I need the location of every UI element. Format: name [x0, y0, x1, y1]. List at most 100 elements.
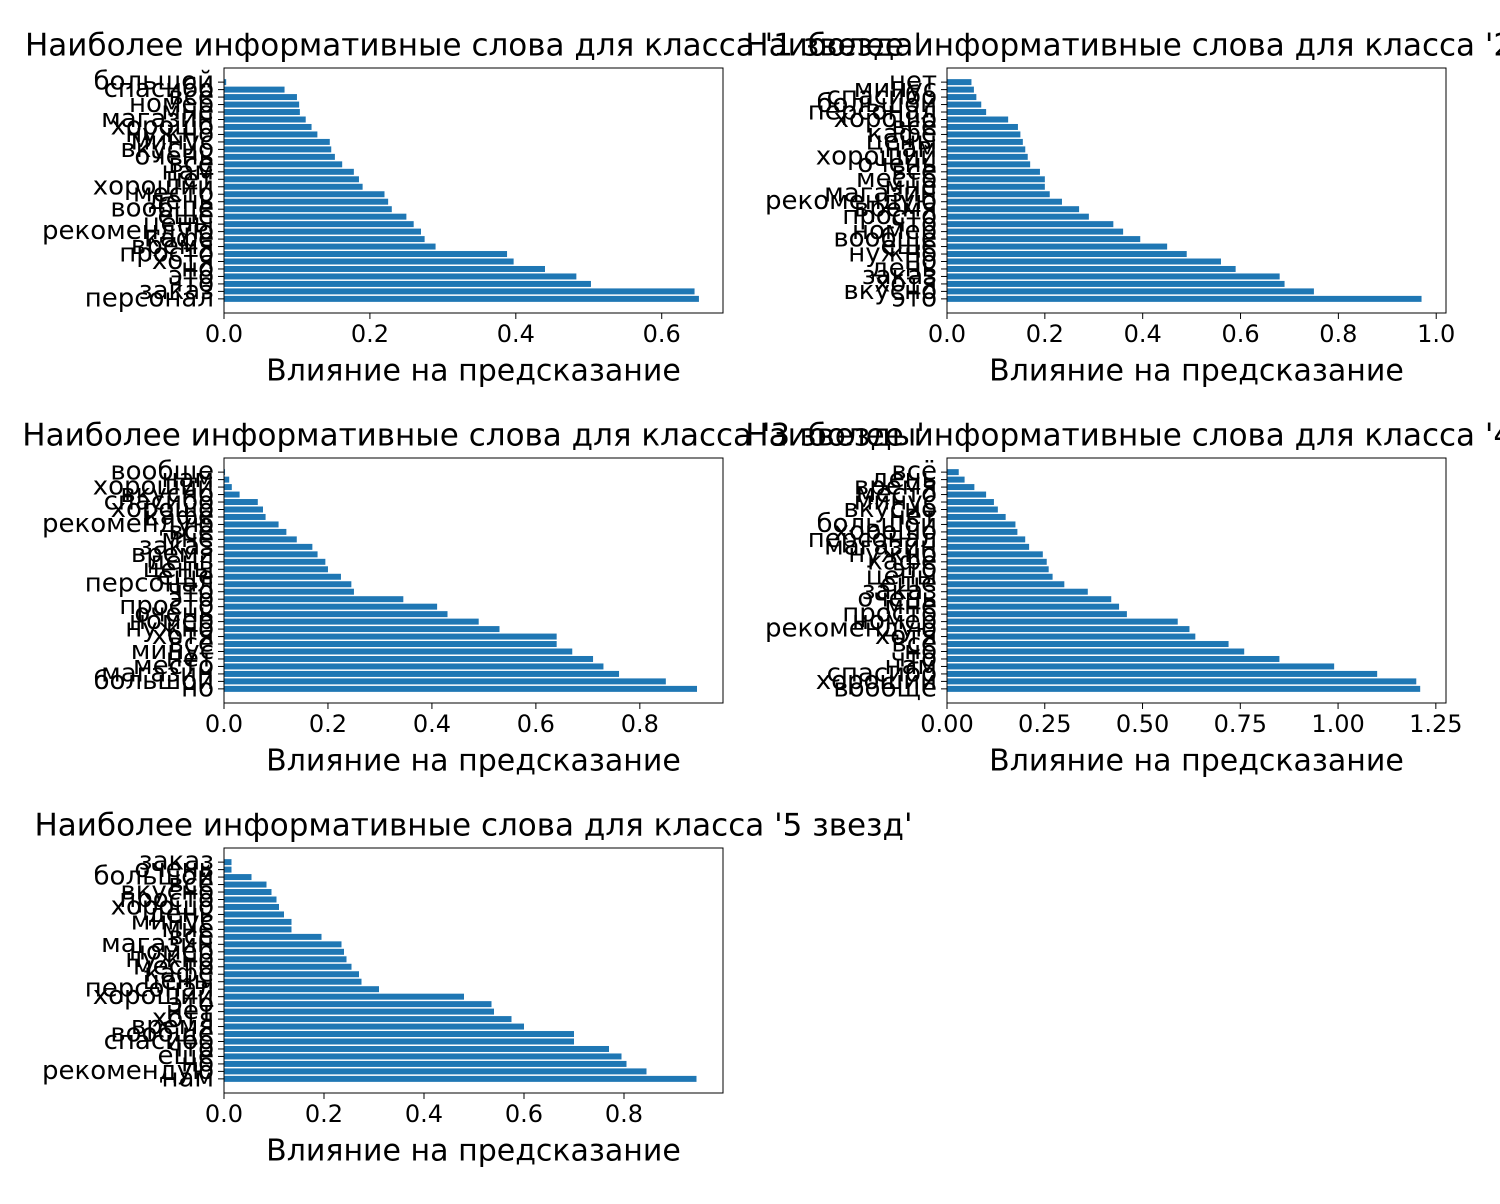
bar — [224, 491, 240, 498]
chart-title: Наиболее информативные слова для класса … — [35, 808, 913, 844]
x-tick-label: 0.6 — [517, 710, 555, 738]
y-tick-label: вообще — [833, 224, 937, 254]
x-tick-label: 0.2 — [305, 1100, 343, 1128]
subplot: нобольшоймагазинместонетминусвсехотянужн… — [22, 418, 924, 779]
axes-frame — [223, 457, 724, 704]
x-tick-label: 0.6 — [1221, 320, 1259, 348]
bar — [224, 670, 620, 677]
chart-title: Наиболее информативные слова для класса … — [745, 28, 1500, 64]
x-axis-label: Влияние на предсказание — [266, 744, 681, 779]
bar — [224, 956, 347, 963]
axes-frame — [946, 457, 1447, 704]
bar — [947, 469, 959, 476]
y-tick-label: хорошо — [834, 104, 937, 134]
bar — [947, 506, 998, 513]
y-tick-label: хороший — [816, 666, 937, 696]
axes-frame — [223, 847, 724, 1094]
y-tick-label: просто — [119, 884, 214, 914]
y-tick-label: нет — [889, 501, 937, 531]
y-tick-label: персонал — [808, 97, 937, 127]
bar — [224, 881, 267, 888]
bar — [947, 206, 1080, 213]
y-tick-label: магазин — [824, 179, 937, 209]
y-tick-label: что — [168, 268, 214, 298]
x-tick-label: 0.4 — [405, 1100, 443, 1128]
bar — [224, 993, 464, 1000]
bar — [224, 918, 292, 925]
x-tick-label: 0.8 — [621, 710, 659, 738]
y-tick-label: номер — [129, 606, 214, 636]
y-tick-label: вообще — [110, 194, 214, 224]
y-tick-label: заказ — [139, 531, 214, 561]
bar — [224, 926, 292, 933]
y-tick-label: хороший — [93, 981, 214, 1011]
y-tick-label: хороший — [93, 171, 214, 201]
y-tick-label: персонал — [85, 974, 214, 1004]
bar — [224, 1038, 574, 1045]
bar — [947, 573, 1053, 580]
x-tick-label: 0.2 — [1026, 320, 1064, 348]
bar — [224, 911, 284, 918]
y-tick-label: мне — [161, 914, 214, 944]
y-tick-label: хотя — [152, 246, 214, 276]
bar — [947, 161, 1031, 168]
y-tick-label: большой — [94, 67, 214, 97]
y-tick-label: место — [133, 651, 214, 681]
bar — [947, 663, 1335, 670]
y-tick-label: вкусно — [843, 276, 937, 306]
bar — [224, 146, 332, 153]
bar — [224, 626, 500, 633]
y-tick-label: еще — [158, 561, 214, 591]
x-tick-label: 0.75 — [1214, 710, 1267, 738]
x-tick-label: 1.25 — [1409, 710, 1462, 738]
y-tick-label: магазин — [101, 104, 214, 134]
bar — [224, 978, 362, 985]
y-tick-label: персонал — [85, 283, 214, 313]
bar — [947, 484, 975, 491]
bar — [224, 191, 385, 198]
y-tick-label: заказ — [139, 276, 214, 306]
y-tick-label: цены — [866, 561, 937, 591]
y-tick-label: очень — [134, 141, 214, 171]
bar — [224, 295, 699, 302]
y-tick-label: хотя — [875, 621, 937, 651]
chart-title: Наиболее информативные слова для класса … — [25, 28, 922, 64]
subplot: намрекомендуюноещечтоспасибовообщевремях… — [35, 808, 913, 1169]
bar — [224, 243, 436, 250]
bar — [947, 581, 1065, 588]
x-tick-label: 0.6 — [643, 320, 681, 348]
y-tick-label: день — [871, 464, 937, 494]
y-tick-label: персонал — [808, 524, 937, 554]
y-tick-label: еще — [881, 569, 937, 599]
y-tick-label: день — [148, 546, 214, 576]
bar — [224, 581, 352, 588]
bar — [224, 265, 545, 272]
x-axis-label: Влияние на предсказание — [989, 744, 1404, 779]
bar — [224, 206, 392, 213]
subplot: вообщехорошийспасибонамчтоновсехотяреком… — [745, 418, 1500, 779]
bar — [224, 941, 342, 948]
y-tick-label: вкусно — [843, 494, 937, 524]
bar — [224, 94, 297, 101]
y-tick-label: спасибо — [104, 487, 214, 517]
y-tick-label: хотя — [152, 1004, 214, 1034]
chart-title: Наиболее информативные слова для класса … — [745, 418, 1500, 454]
y-tick-label: нет — [166, 996, 214, 1026]
bar — [947, 228, 1124, 235]
y-tick-label: но — [181, 1048, 214, 1078]
bar — [947, 648, 1245, 655]
y-tick-label: все — [168, 629, 214, 659]
y-tick-label: минус — [131, 906, 214, 936]
y-tick-label: рекомендую — [42, 216, 214, 246]
y-tick-label: день — [871, 253, 937, 283]
bar — [224, 1008, 494, 1015]
y-tick-label: вкусно — [120, 134, 214, 164]
bar — [224, 176, 359, 183]
y-tick-label: хорошо — [111, 891, 214, 921]
x-tick-label: 0.50 — [1116, 710, 1169, 738]
bar — [947, 603, 1120, 610]
bar — [947, 521, 1016, 528]
y-tick-label: просто — [119, 239, 214, 269]
y-tick-label: всё — [891, 457, 937, 487]
